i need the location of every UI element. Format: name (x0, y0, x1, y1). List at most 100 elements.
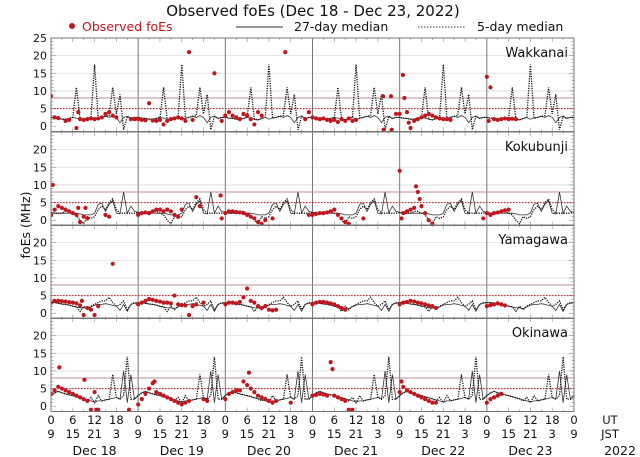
observed-point (51, 300, 54, 305)
panel-frame (50, 317, 575, 412)
ut-tick-label: 18 (109, 413, 124, 427)
observed-point (136, 302, 141, 307)
observed-point (183, 400, 188, 405)
series-group (51, 261, 574, 318)
observed-point (314, 116, 319, 121)
observed-point (226, 209, 232, 214)
observed-point (321, 392, 326, 397)
station-name: Yamagawa (497, 233, 568, 248)
observed-point (415, 393, 420, 398)
observed-point (255, 109, 261, 115)
observed-point (157, 207, 163, 212)
ut-tick-label: 18 (196, 413, 211, 427)
observed-point (176, 115, 181, 120)
jst-tick-label: 15 (414, 427, 429, 441)
observed-point (52, 115, 57, 120)
observed-point (488, 85, 493, 90)
observed-point (63, 118, 68, 124)
observed-point (237, 210, 242, 215)
observed-point (230, 209, 235, 214)
observed-point (165, 207, 170, 212)
observed-point (397, 168, 402, 173)
observed-point (165, 118, 170, 124)
observed-point (328, 209, 333, 214)
observed-point (172, 293, 177, 298)
ut-tick-label: 0 (483, 413, 490, 427)
series-group (51, 356, 574, 412)
year-label: 2022 (604, 443, 636, 457)
y-tick-label: 0 (40, 307, 47, 320)
panel-okinawa: 0 5 10 15 20 Okinawa (33, 317, 575, 413)
observed-point (502, 116, 508, 121)
jst-tick-label: 9 (309, 427, 316, 441)
ut-tick-label: 0 (47, 413, 54, 427)
observed-point (237, 388, 242, 393)
observed-point (397, 111, 402, 116)
observed-point (346, 407, 351, 412)
observed-point (426, 398, 431, 404)
observed-point (107, 109, 112, 115)
observed-point (259, 395, 264, 400)
jst-tick-label: 3 (549, 427, 556, 441)
observed-point (484, 304, 489, 309)
observed-point (310, 212, 315, 218)
jst-tick-label: 9 (135, 427, 142, 441)
observed-point (219, 118, 224, 124)
observed-point (179, 116, 184, 121)
observed-point (230, 113, 235, 118)
observed-point (96, 407, 101, 412)
observed-point (510, 116, 515, 121)
observed-point (255, 219, 261, 225)
observed-point (408, 298, 413, 303)
observed-point (263, 304, 268, 309)
observed-point (417, 196, 422, 202)
observed-point (67, 389, 72, 395)
observed-point (324, 117, 330, 122)
chart-title: Observed foEs (Dec 18 - Dec 23, 2022) (166, 2, 460, 20)
observed-point (179, 207, 184, 212)
observed-point (499, 391, 504, 396)
observed-point (488, 397, 493, 402)
day-label: Dec 23 (508, 443, 552, 457)
observed-point (81, 312, 86, 318)
jst-tick-label: 15 (153, 427, 168, 441)
observed-point (488, 302, 493, 308)
observed-point (441, 117, 446, 122)
y-tick-label: 0 (40, 120, 47, 133)
observed-point (114, 115, 119, 120)
observed-point (415, 117, 420, 122)
observed-point (502, 208, 508, 213)
observed-point (67, 300, 72, 305)
observed-point (143, 298, 148, 303)
observed-point (143, 391, 148, 396)
jst-tick-label: 3 (374, 427, 381, 441)
observed-point (157, 391, 163, 396)
y-tick-label: 15 (33, 161, 47, 174)
observed-point (317, 391, 322, 396)
observed-point (81, 117, 86, 122)
observed-point (321, 211, 326, 216)
observed-point (335, 304, 341, 309)
jst-tick-label: 15 (240, 427, 255, 441)
ut-tick-label: 0 (570, 413, 577, 427)
ut-tick-label: 6 (243, 413, 250, 427)
observed-point (328, 118, 333, 124)
observed-point (168, 301, 173, 306)
observed-point (255, 393, 261, 398)
observed-point (412, 205, 417, 210)
observed-point (92, 117, 97, 122)
observed-point (77, 303, 83, 308)
jst-tick-label: 9 (396, 427, 403, 441)
jst-tick-label: 21 (87, 427, 102, 441)
observed-point (150, 209, 155, 214)
observed-point (201, 300, 206, 305)
ut-axis-label: UT (602, 413, 618, 427)
observed-point (237, 299, 242, 305)
observed-point (168, 209, 173, 214)
observed-point (332, 393, 337, 398)
observed-point (430, 400, 435, 405)
day-label: Dec 19 (160, 443, 204, 457)
observed-point (422, 397, 428, 402)
observed-point (51, 94, 54, 99)
observed-point (422, 302, 428, 307)
